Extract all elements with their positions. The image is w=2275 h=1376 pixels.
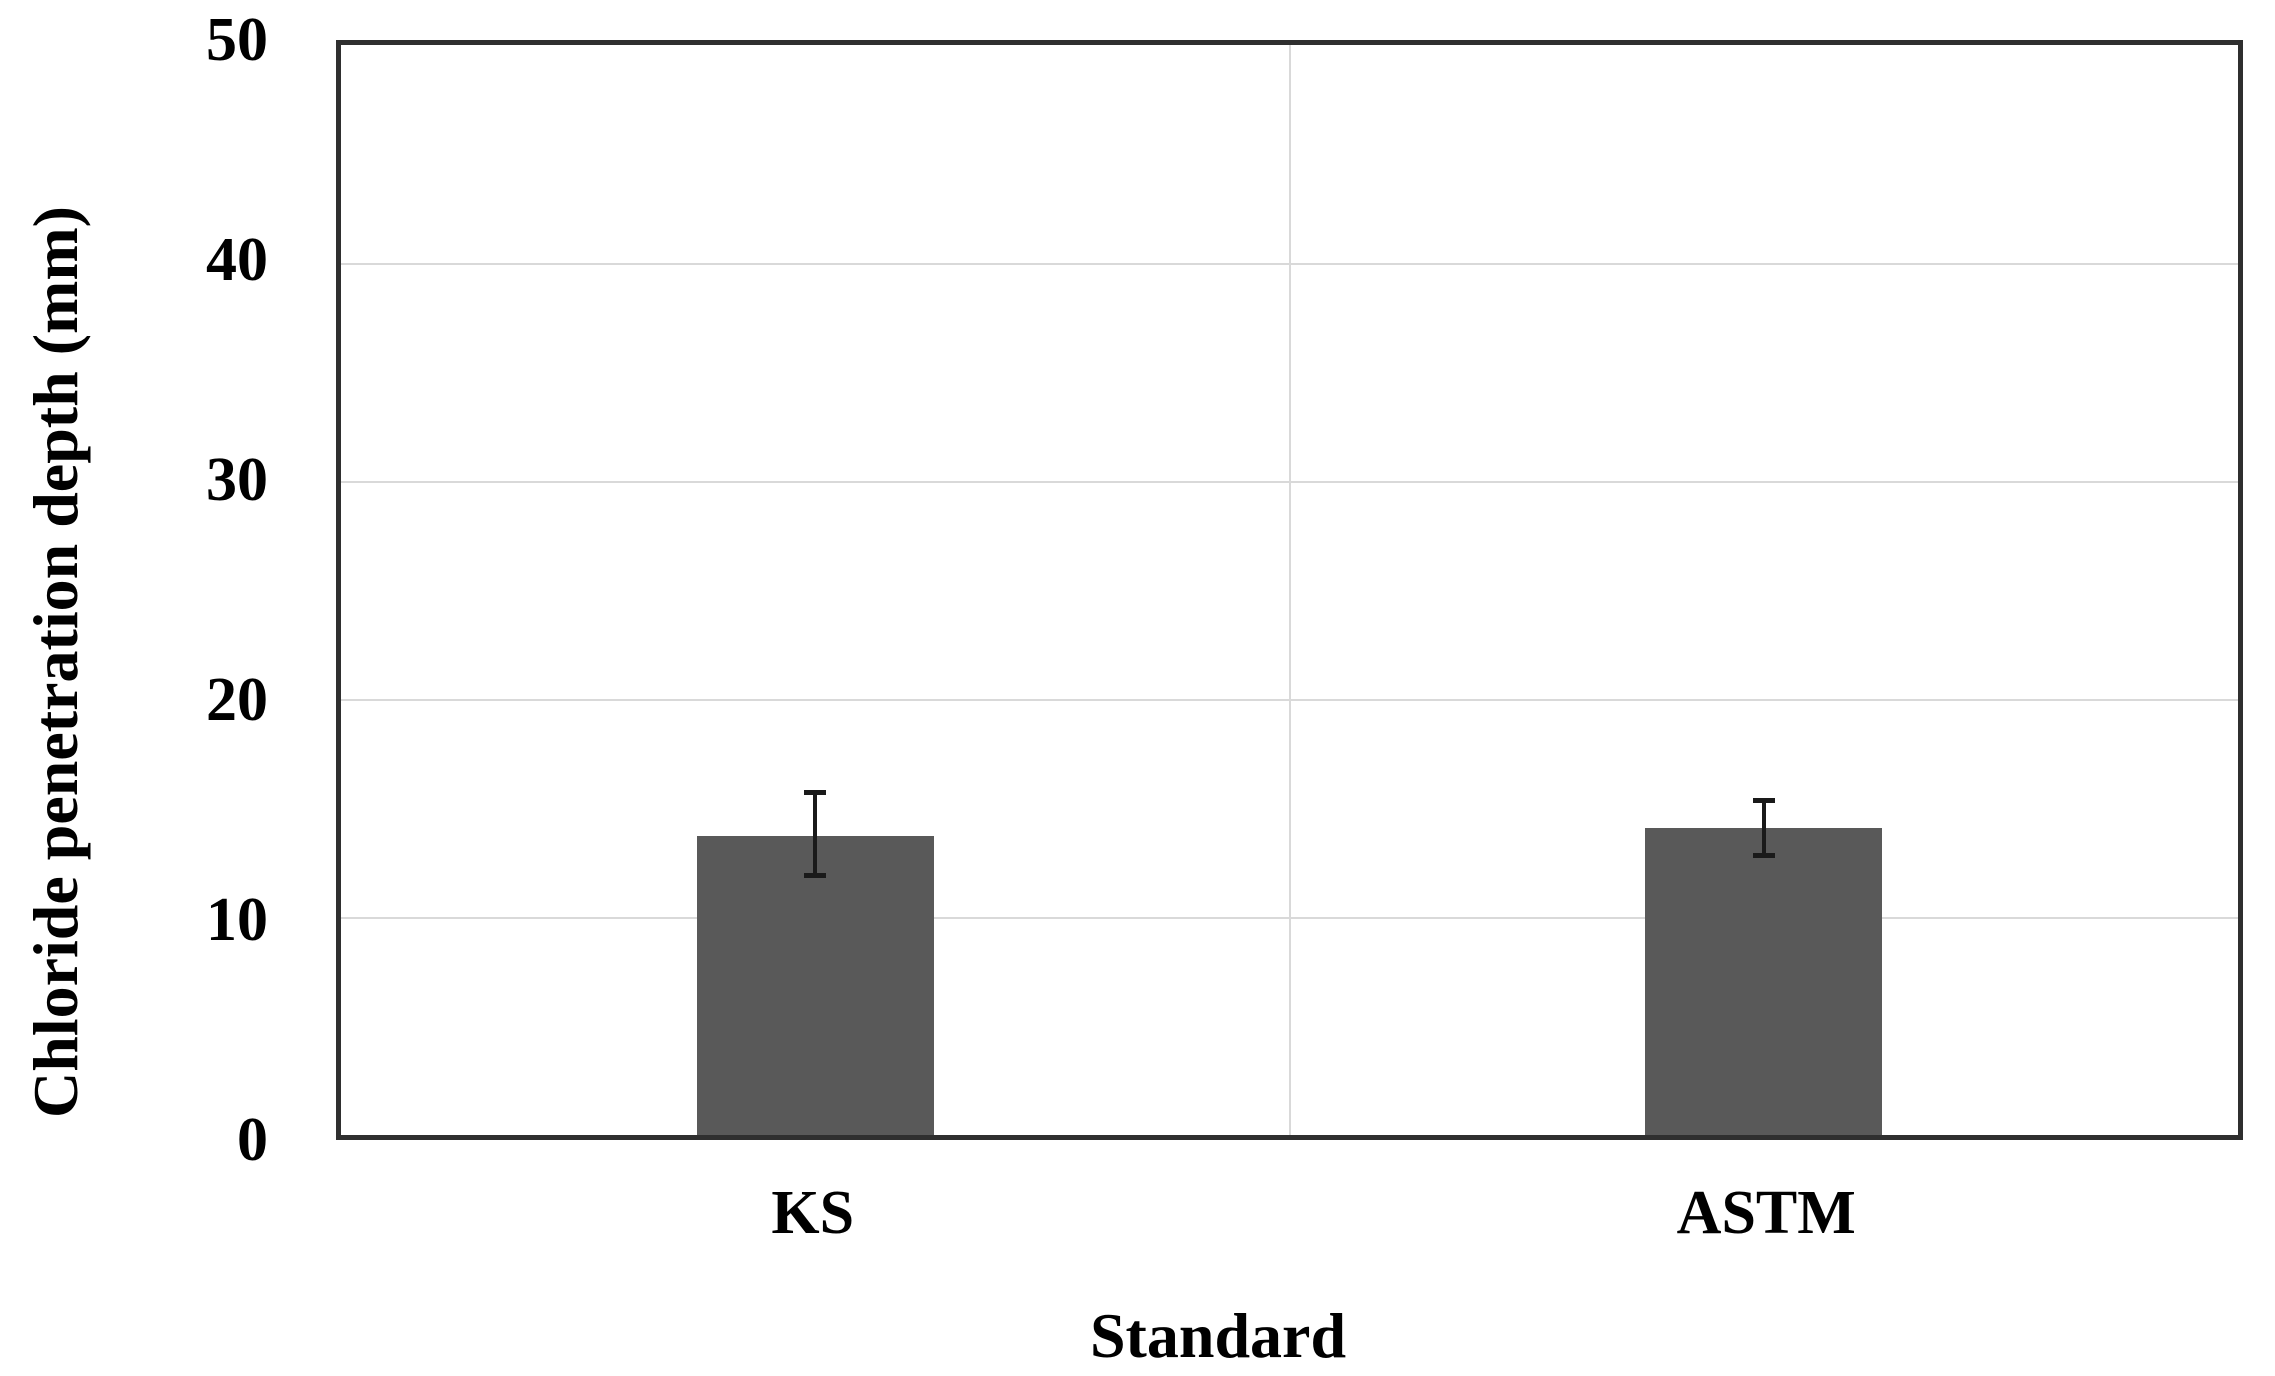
error-bar-cap-bottom-astm (1752, 852, 1775, 858)
y-tick-label-10: 10 (206, 886, 268, 954)
error-bar-ks (813, 792, 818, 876)
x-tick-label-astm: ASTM (1676, 1179, 1856, 1247)
error-bar-cap-bottom-ks (804, 872, 827, 878)
bar-astm (1645, 827, 1883, 1135)
v-gridline-category-boundary (1288, 45, 1291, 1135)
y-tick-label-20: 20 (206, 666, 268, 734)
error-bar-cap-top-ks (804, 789, 827, 795)
x-axis-title: Standard (1089, 1300, 1347, 1371)
y-tick-label-30: 30 (206, 446, 268, 514)
bar-ks (696, 836, 934, 1135)
error-bar-cap-top-astm (1752, 798, 1775, 804)
x-tick-label-ks: KS (771, 1179, 855, 1247)
plot-area (336, 40, 2243, 1140)
y-tick-label-50: 50 (206, 6, 268, 74)
error-bar-astm (1761, 801, 1766, 856)
y-tick-label-40: 40 (206, 226, 268, 294)
y-tick-label-0: 0 (237, 1106, 268, 1174)
